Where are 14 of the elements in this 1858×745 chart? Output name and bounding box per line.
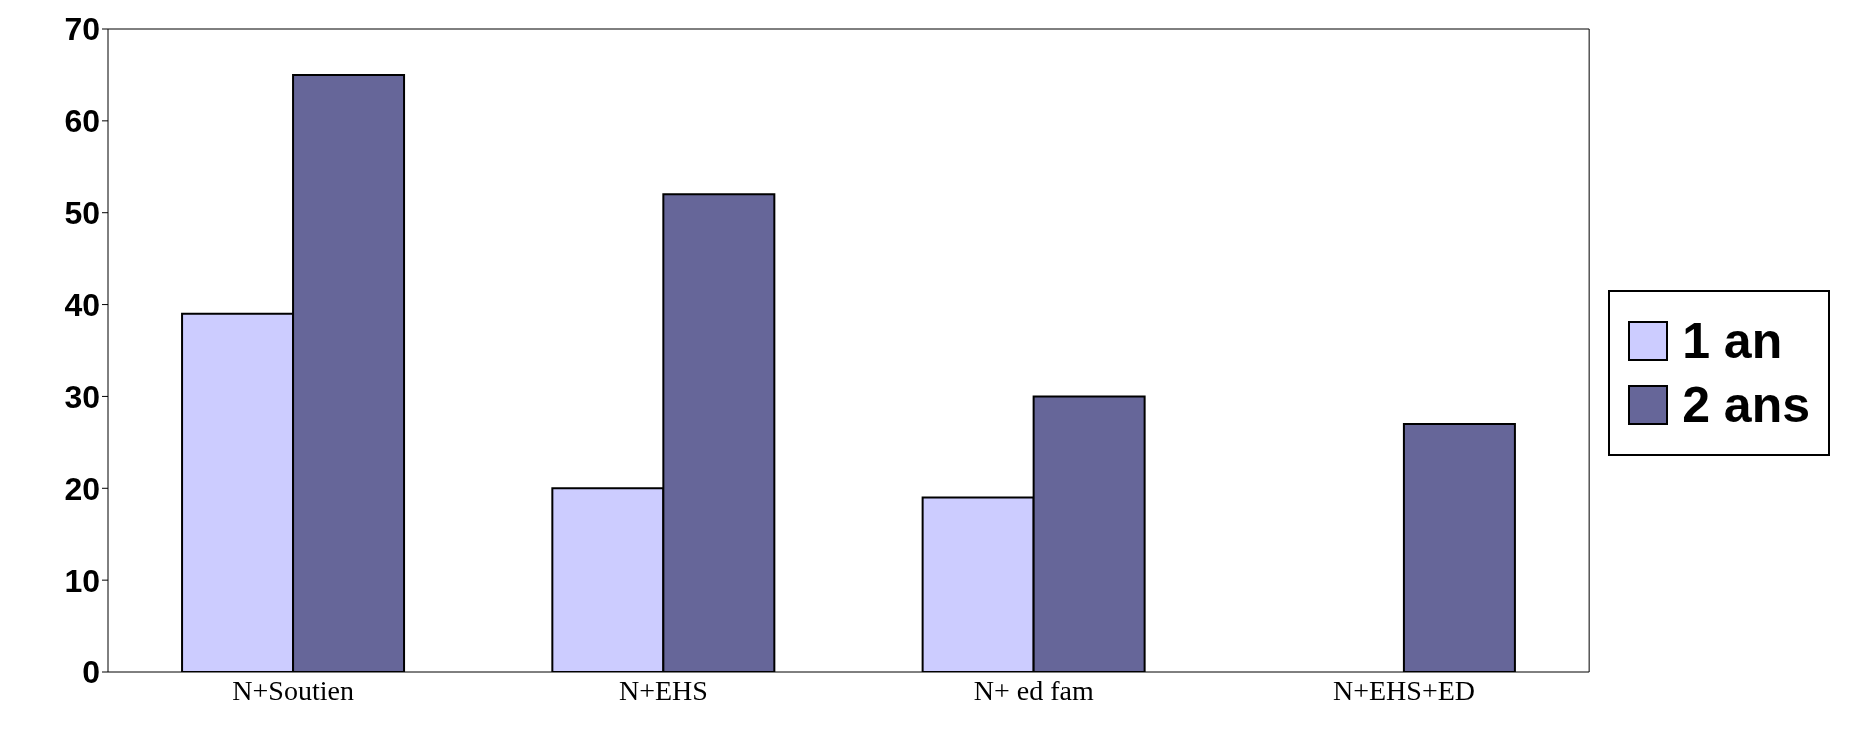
x-tick-label: N+Soutien [232, 674, 354, 706]
x-tick-label: N+ ed fam [973, 674, 1094, 706]
y-tick-label: 10 [64, 562, 100, 599]
legend-label: 1 an [1682, 312, 1783, 370]
x-tick-label: N+EHS [618, 674, 708, 706]
legend-label: 2 ans [1682, 376, 1810, 434]
y-tick-label: 30 [64, 378, 100, 415]
y-tick-label: 70 [64, 11, 100, 48]
y-tick-label: 50 [64, 195, 100, 232]
y-tick-label: 60 [64, 103, 100, 140]
x-tick-label: N+EHS+ED [1332, 674, 1476, 706]
y-tick-label: 0 [82, 654, 100, 691]
y-tick-label: 20 [64, 470, 100, 507]
y-tick-label: 40 [64, 286, 100, 323]
